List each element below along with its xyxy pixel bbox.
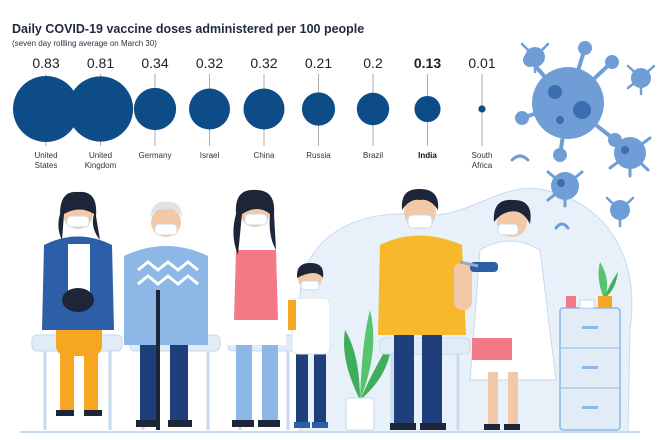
- bubble-mark: [301, 92, 336, 126]
- syringe-icon: [459, 260, 479, 268]
- bubble-value-label: 0.81: [87, 55, 114, 71]
- person-nurse: [459, 199, 557, 430]
- virus-icon: [605, 196, 635, 228]
- virus-squiggle: [510, 154, 530, 162]
- bubble-value-label: 0.32: [250, 55, 277, 71]
- category-label: India: [418, 151, 437, 160]
- category-label: United Kingdom: [85, 151, 117, 170]
- virus-icon: [546, 170, 584, 208]
- bubble-mark: [189, 88, 230, 130]
- virus-icon: [626, 64, 656, 96]
- bubble-value-label: 0.01: [468, 55, 495, 71]
- virus-squiggle: [554, 222, 570, 230]
- virus-icon: [520, 42, 550, 74]
- bubble-value-label: 0.13: [414, 55, 441, 71]
- category-label: Russia: [306, 151, 331, 160]
- bubble-mark: [133, 87, 177, 131]
- bubble-mark: [478, 105, 486, 113]
- category-label: United States: [34, 151, 57, 170]
- person-woman-pink-shirt: [224, 189, 286, 427]
- bubble-mark: [414, 95, 441, 123]
- plant-icon: [344, 310, 392, 431]
- bubble-value-label: 0.21: [305, 55, 332, 71]
- category-label: Germany: [139, 151, 172, 160]
- person-old-man: [124, 201, 208, 430]
- bubble-value-label: 0.2: [363, 55, 383, 71]
- bubble-chart: 0.83 United States 0.81 United Kingdom 0.34 Ger…: [13, 55, 496, 170]
- person-woman-blue-jacket: [42, 191, 114, 416]
- virus-icon: [608, 136, 652, 178]
- chart-title: Daily COVID-19 vaccine doses administere…: [12, 22, 365, 36]
- bubble-mark: [67, 76, 134, 142]
- bubble-value-label: 0.32: [196, 55, 223, 71]
- bubble-mark: [243, 88, 285, 130]
- category-label: Israel: [200, 151, 220, 160]
- person-child: [288, 262, 331, 428]
- category-label: China: [254, 151, 275, 160]
- category-label: South Africa: [472, 151, 493, 170]
- virus-icon: [515, 41, 622, 162]
- cabinet-icon: [559, 262, 621, 431]
- person-man-yellow-shirt: [378, 188, 472, 430]
- bubble-value-label: 0.83: [32, 55, 59, 71]
- chart-subtitle: (seven day rollling average on March 30): [12, 39, 157, 48]
- bubble-value-label: 0.34: [141, 55, 168, 71]
- bubble-mark: [13, 76, 79, 142]
- category-label: Brazil: [363, 151, 383, 160]
- bubble-mark: [356, 92, 390, 126]
